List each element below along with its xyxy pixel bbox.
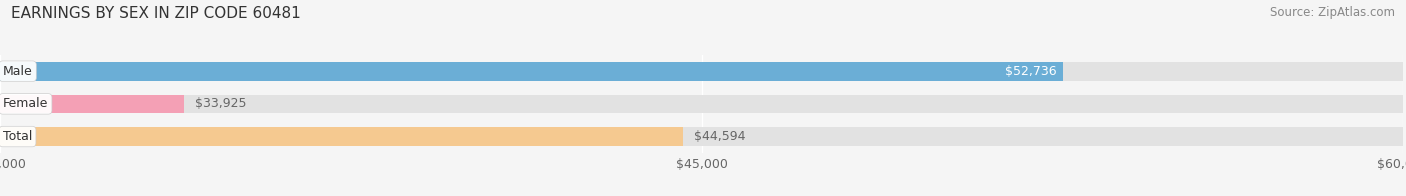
Bar (0, 62, 1063, 81)
Bar (0, 95, 1403, 113)
Text: $44,594: $44,594 (693, 130, 745, 143)
Bar (0, 127, 1403, 146)
Text: Total: Total (3, 130, 32, 143)
Bar (0, 95, 184, 113)
Text: $33,925: $33,925 (195, 97, 246, 110)
Text: EARNINGS BY SEX IN ZIP CODE 60481: EARNINGS BY SEX IN ZIP CODE 60481 (11, 6, 301, 21)
Text: $52,736: $52,736 (1005, 65, 1056, 78)
Bar (0, 127, 682, 146)
Text: Source: ZipAtlas.com: Source: ZipAtlas.com (1270, 6, 1395, 19)
Bar (0, 62, 1403, 81)
Text: Male: Male (3, 65, 32, 78)
Text: Female: Female (3, 97, 48, 110)
